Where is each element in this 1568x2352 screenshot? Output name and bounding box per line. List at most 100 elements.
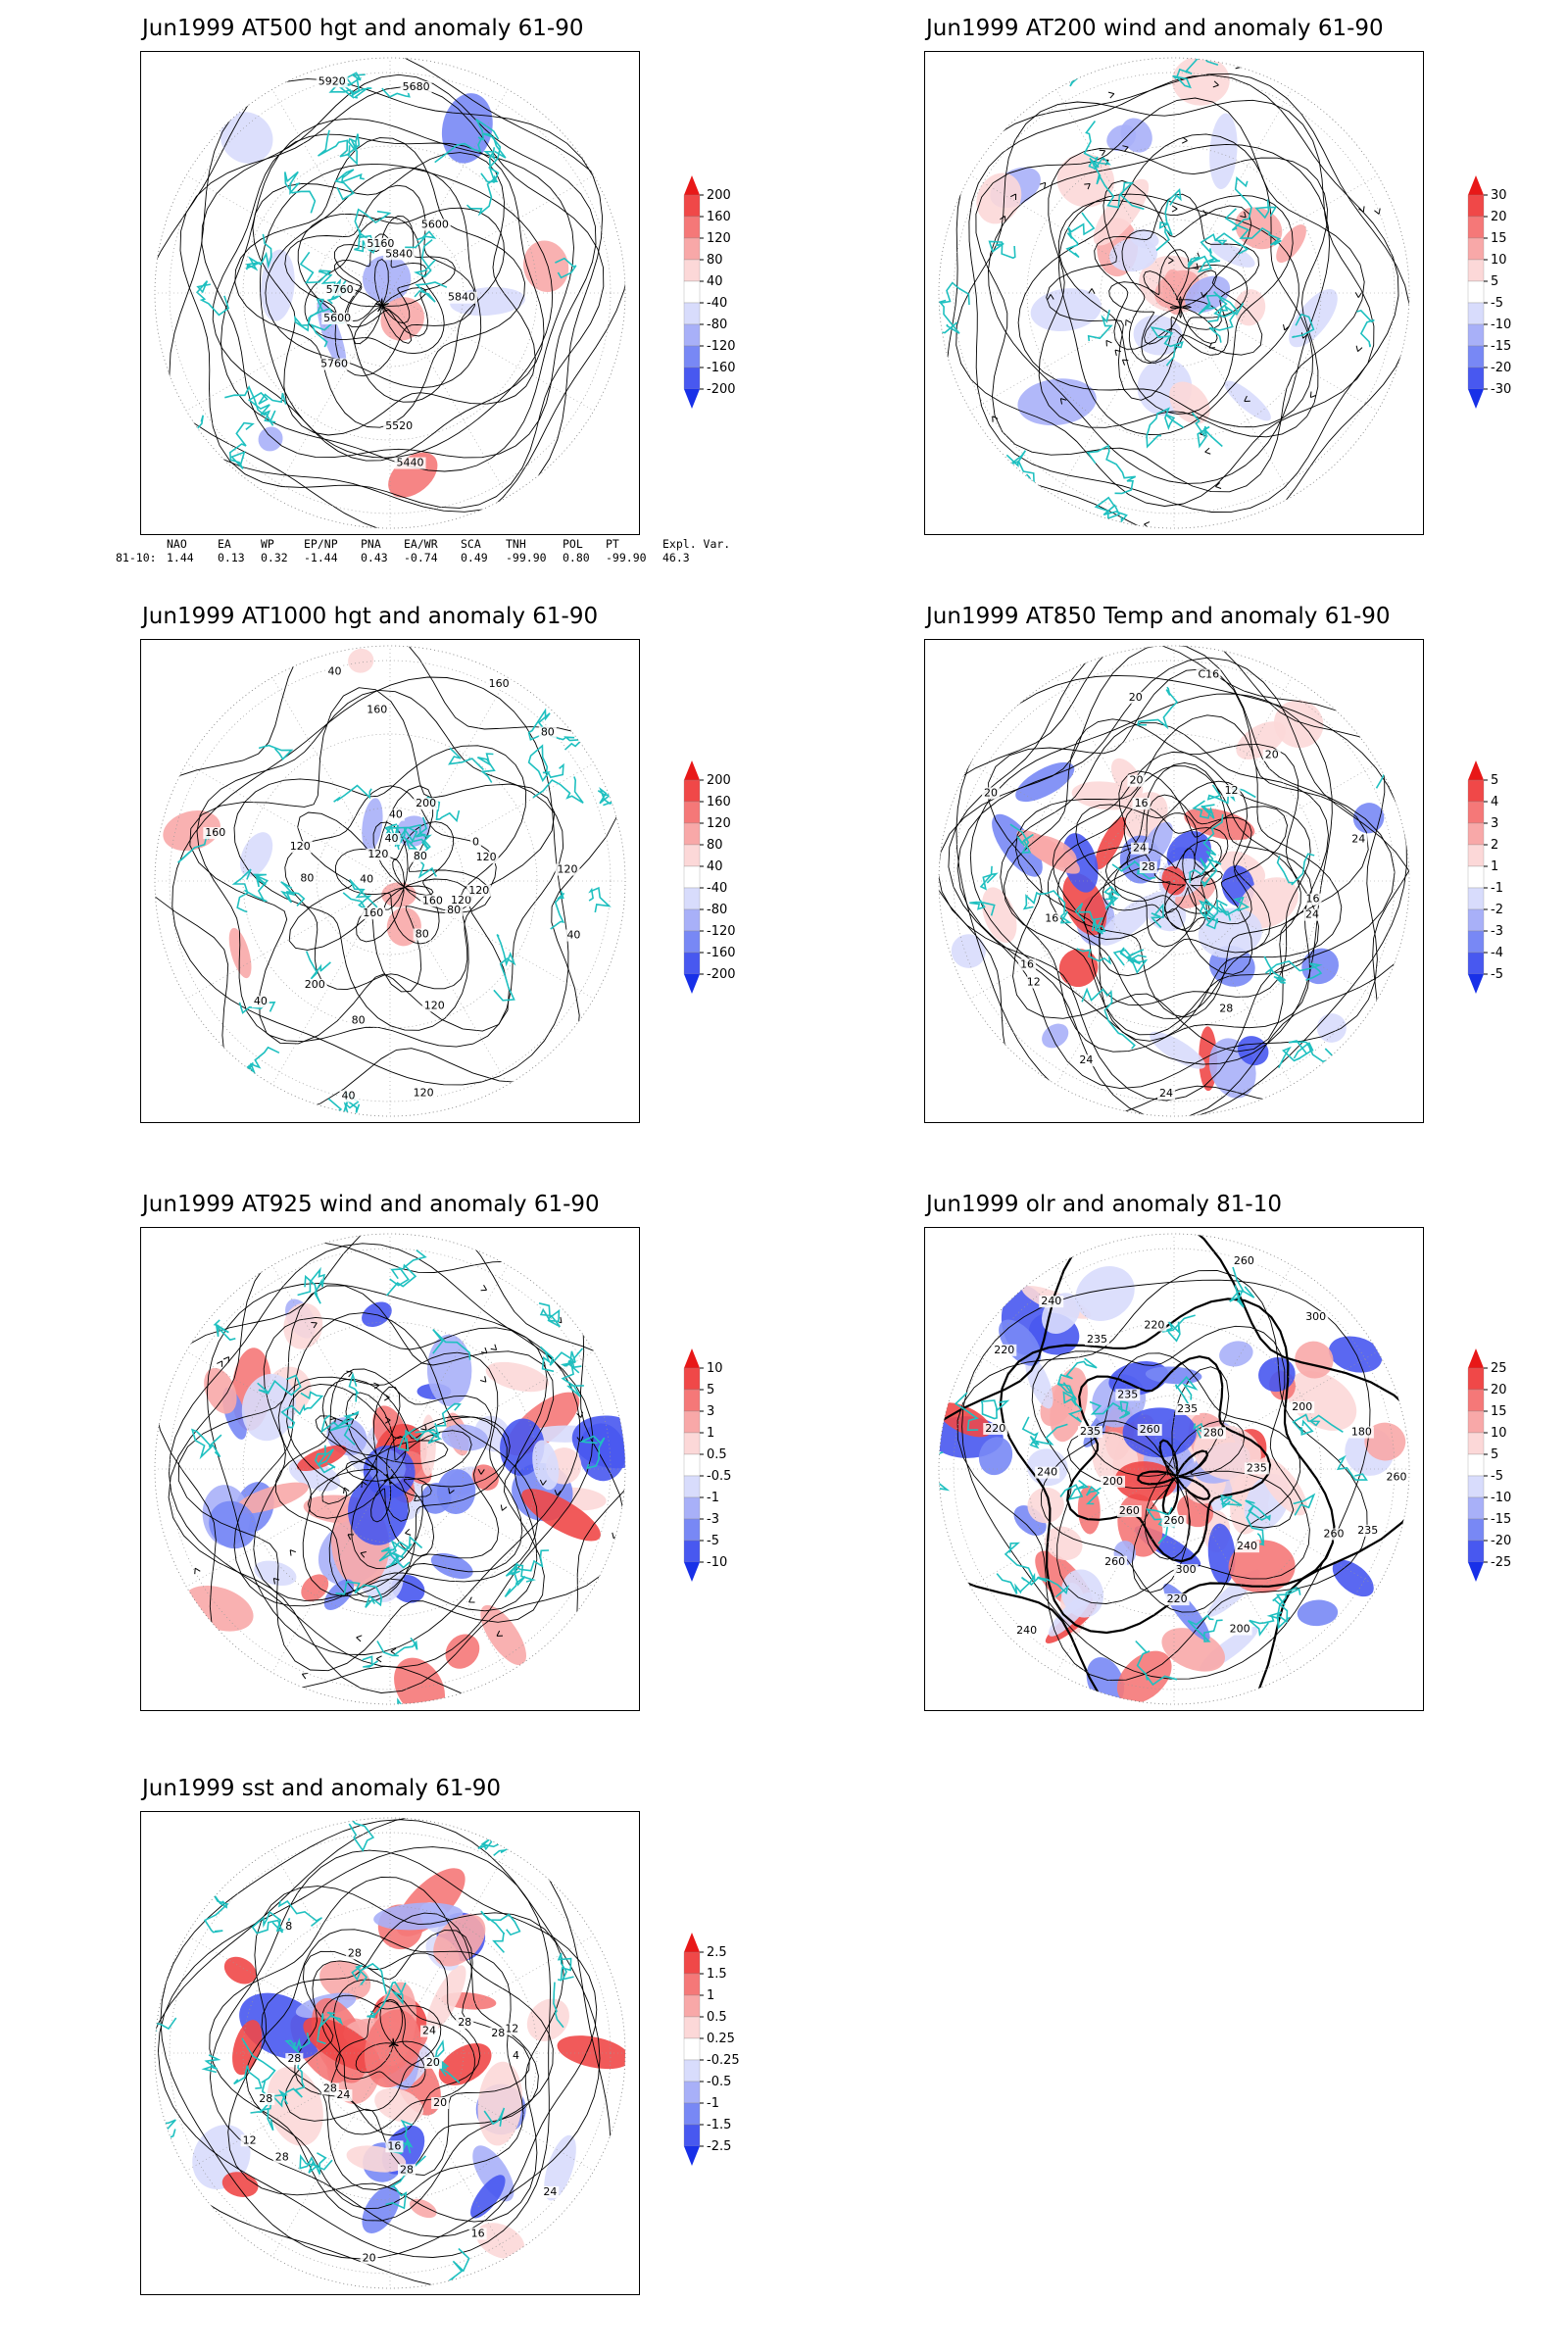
contour-line (939, 1234, 1409, 1704)
latitude-circle (1026, 1321, 1322, 1617)
contour-line (320, 1994, 442, 2112)
coastline (1254, 199, 1277, 220)
contour-line (259, 163, 554, 459)
contour-line (172, 676, 569, 1086)
coastline (1151, 903, 1164, 928)
contour-label: 120 (558, 863, 578, 876)
teleconnection-value: -1.44 (304, 551, 338, 564)
anomaly-shading (1042, 1023, 1069, 1049)
coastline (1356, 310, 1375, 348)
coastline (1189, 813, 1224, 884)
colorbar-label: -160 (707, 946, 736, 960)
coastline (1076, 948, 1111, 965)
contour-label: 235 (1357, 1524, 1378, 1537)
streamline-arrow (1200, 210, 1207, 217)
coastline (1198, 900, 1218, 930)
anomaly-shading (1027, 1487, 1064, 1524)
coastline (466, 147, 496, 217)
contour-line (1094, 193, 1259, 356)
contour-label: 40 (385, 832, 399, 845)
streamline-arrow (405, 1528, 412, 1536)
streamline-arrow (375, 1655, 382, 1663)
coastline (213, 1319, 236, 1342)
coastline (1137, 686, 1179, 730)
coastline (448, 747, 484, 771)
colorbar-sst: 2.5 1.5 1 0.5 0.25 -0.25 -0.5 -1 -1.5 -2.5 (683, 1933, 740, 2166)
coastline (333, 784, 372, 803)
contour-line (956, 674, 1407, 1116)
coastline (527, 708, 551, 741)
coastline (190, 1428, 222, 1460)
streamline-arrow (194, 1567, 201, 1575)
teleconnection-value: -0.74 (404, 551, 438, 564)
streamline-arrow (1355, 345, 1363, 352)
anomaly-shading (1015, 761, 1075, 803)
coastline (1375, 767, 1409, 792)
contour-label: 20 (1129, 774, 1143, 787)
map-at925 (140, 1227, 640, 1711)
coastline (1277, 1042, 1314, 1068)
contour-line (307, 1392, 472, 1557)
anomaly-shading (1276, 224, 1306, 264)
coastline (1135, 1640, 1178, 1687)
coastline (224, 385, 276, 426)
anomaly-shading (1095, 816, 1127, 870)
contour-label: 80 (414, 850, 427, 862)
coastline (335, 1581, 383, 1608)
panel-title-olr: Jun1999 olr and anomaly 81-10 (926, 1192, 1282, 1217)
colorbar-label: 200 (707, 188, 731, 203)
coastline (1192, 800, 1215, 819)
anomaly-shading (1295, 1341, 1334, 1379)
contour-label: 24 (1305, 908, 1319, 921)
colorbar-label: -15 (1491, 339, 1511, 354)
streamline-arrow (217, 1360, 223, 1367)
map-at850: 16 12 16 24 20 20 24 12 28 24 16 24 28 20 24 16 20 C16 (924, 639, 1424, 1123)
anomaly-shading (1207, 1523, 1236, 1585)
anomaly-shading (1106, 124, 1137, 151)
coastline (1074, 903, 1106, 935)
colorbar-label: -1 (707, 1491, 719, 1505)
colorbar-label: 1 (1491, 859, 1498, 874)
streamline-arrow (539, 1479, 547, 1486)
anomaly-shading (386, 906, 421, 947)
anomaly-shading (978, 1437, 1013, 1476)
colorbar-label: 40 (707, 859, 723, 874)
contour-label: 235 (1080, 1425, 1101, 1438)
coastline (555, 257, 577, 279)
contour-line (1066, 1355, 1272, 1563)
streamline-arrow (1125, 319, 1132, 326)
teleconnection-header: EA (218, 537, 231, 551)
streamline-arrow (1114, 349, 1121, 357)
streamline-arrow (343, 1487, 350, 1494)
contour-line (939, 646, 1396, 1102)
latitude-circle (316, 807, 465, 956)
contour-label: 120 (424, 999, 445, 1011)
coastline (1276, 1586, 1298, 1630)
anomaly-shading (1352, 803, 1385, 834)
coastline (277, 1899, 322, 1928)
streamline-arrow (1215, 482, 1222, 489)
contour-label: 5840 (448, 291, 475, 304)
coastline (1102, 885, 1121, 909)
contour-label: 260 (1104, 1555, 1125, 1568)
streamline-arrow (1181, 136, 1188, 144)
coastline (294, 298, 338, 332)
contour-label: 16 (1045, 911, 1058, 924)
coastline (405, 230, 437, 249)
teleconnection-value: 0.80 (563, 551, 590, 564)
anomaly-shading (526, 1998, 569, 2041)
colorbar-label: 120 (707, 231, 731, 246)
map-at200 (924, 51, 1424, 535)
anomaly-shading (425, 1965, 466, 2033)
contour-line (157, 1846, 551, 2258)
contour-label: 200 (416, 797, 436, 809)
coastline (1187, 254, 1221, 273)
streamline-arrow (1084, 182, 1091, 190)
coastline (434, 119, 500, 164)
latitude-circle (1026, 145, 1322, 441)
streamline-arrow (1192, 263, 1200, 270)
coastline (257, 1374, 302, 1396)
coastline (1288, 1040, 1338, 1063)
contour-label: 280 (1203, 1426, 1224, 1439)
colorbar-label: -4 (1491, 946, 1503, 960)
